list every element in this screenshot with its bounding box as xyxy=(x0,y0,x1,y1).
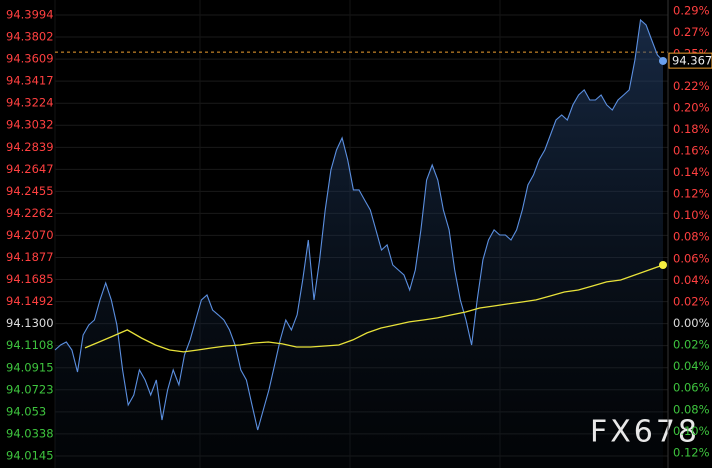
y-tick-label: 94.0338 xyxy=(6,426,54,440)
y-tick-label: 94.1300 xyxy=(6,316,54,330)
y-tick-label: 94.0915 xyxy=(6,360,54,374)
average-line xyxy=(84,264,664,353)
watermark: FX678 xyxy=(590,415,700,450)
y2-tick-label: 0.04% xyxy=(673,273,710,287)
y-tick-label: 94.3802 xyxy=(6,30,54,44)
y2-tick-label: 0.22% xyxy=(673,79,710,93)
y-tick-label: 94.2839 xyxy=(6,140,54,154)
y-tick-label: 94.2647 xyxy=(6,162,54,176)
average-end-dot xyxy=(659,260,667,269)
y2-tick-label: 0.29% xyxy=(673,3,710,17)
y2-tick-label: 0.18% xyxy=(673,122,710,136)
y2-tick-label: 0.04% xyxy=(673,359,710,373)
price-end-dot xyxy=(659,56,667,65)
y-tick-label: 94.1108 xyxy=(6,338,54,352)
y-tick-label: 94.2262 xyxy=(6,206,54,220)
y2-tick-label: 0.02% xyxy=(673,294,710,308)
y2-tick-label: 0.08% xyxy=(673,402,710,416)
y-tick-label: 94.053 xyxy=(6,404,46,418)
y-tick-label: 94.3609 xyxy=(6,52,54,66)
y2-tick-label: 0.10% xyxy=(673,208,710,222)
last-price-label: 94.3670 xyxy=(672,54,712,68)
y2-tick-label: 0.08% xyxy=(673,230,710,244)
y-tick-label: 94.0723 xyxy=(6,382,54,396)
y-tick-label: 94.1685 xyxy=(6,272,54,286)
y2-tick-label: 0.00% xyxy=(673,316,710,330)
y2-tick-label: 0.06% xyxy=(673,251,710,265)
y2-tick-label: 0.27% xyxy=(673,25,710,39)
y2-tick-label: 0.12% xyxy=(673,445,710,459)
last-price-box xyxy=(668,52,712,69)
y2-tick-label: 0.16% xyxy=(673,143,710,157)
price-area xyxy=(55,20,663,468)
y2-tick-label: 0.02% xyxy=(673,338,710,352)
y2-tick-label: 0.06% xyxy=(673,381,710,395)
y2-tick-label: 0.20% xyxy=(673,100,710,114)
y-tick-label: 94.3994 xyxy=(6,8,54,22)
y-tick-label: 94.1492 xyxy=(6,294,54,308)
y-tick-label: 94.3417 xyxy=(6,74,54,88)
y-tick-label: 94.2455 xyxy=(6,184,54,198)
y-tick-label: 94.1877 xyxy=(6,250,54,264)
price-line xyxy=(54,18,664,431)
y-tick-label: 94.3224 xyxy=(6,96,54,110)
y2-tick-label: 0.12% xyxy=(673,187,710,201)
y-tick-label: 94.0145 xyxy=(6,448,54,462)
y2-tick-label: 0.14% xyxy=(673,165,710,179)
y-tick-label: 94.3032 xyxy=(6,118,54,132)
y2-tick-label: 0.10% xyxy=(673,424,710,438)
y-tick-label: 94.2070 xyxy=(6,228,54,242)
